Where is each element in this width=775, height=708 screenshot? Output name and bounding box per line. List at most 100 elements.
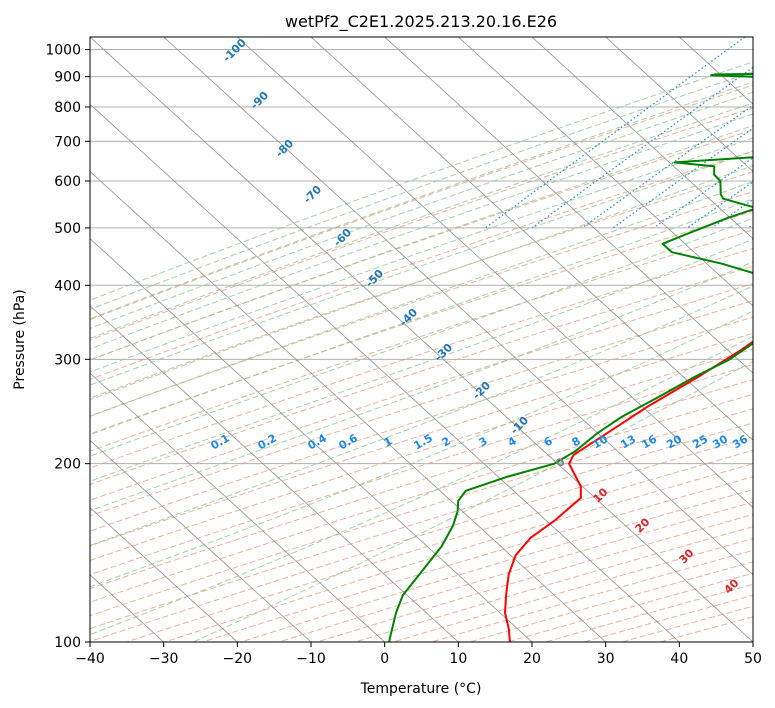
isotherm xyxy=(90,103,680,642)
x-tick-label: 40 xyxy=(670,651,688,667)
y-tick-label: 200 xyxy=(54,457,81,473)
isotherm xyxy=(90,439,312,642)
pressure-gridlines xyxy=(90,49,753,642)
mixing-ratio-label: 1.5 xyxy=(412,431,435,452)
y-tick-label: 900 xyxy=(54,70,81,86)
x-tick-label: 0 xyxy=(380,651,389,667)
mixing-ratio-lines xyxy=(484,37,753,229)
moist-adiabat xyxy=(90,165,753,401)
y-tick-label: 500 xyxy=(54,221,81,237)
isotherm-label: -70 xyxy=(301,183,324,206)
dry-adiabat xyxy=(316,513,753,642)
isotherm xyxy=(237,37,753,509)
dry-adiabat xyxy=(90,283,753,501)
isotherm xyxy=(90,238,533,642)
y-tick-label: 300 xyxy=(54,352,81,368)
x-tick-label: −20 xyxy=(223,651,253,667)
moist-adiabat-label: 20 xyxy=(633,515,653,535)
profile-series xyxy=(388,73,753,642)
dry-adiabat xyxy=(507,572,753,642)
dry-adiabat xyxy=(90,150,753,380)
moist-adiabat xyxy=(90,335,753,636)
moist-adiabat xyxy=(90,91,753,329)
dry-adiabat xyxy=(164,463,753,642)
y-tick-label: 600 xyxy=(54,174,81,190)
y-axis-ticks: 100 200 300 400 500 600 700 800 900 1000 xyxy=(45,43,90,651)
line-labels: -100-90-80-70-60-50-40-30-20-100.1 0.2 0.4… xyxy=(209,36,751,597)
x-tick-label: 30 xyxy=(597,651,615,667)
dry-adiabat xyxy=(90,265,753,485)
dry-adiabat xyxy=(90,363,753,576)
moist-adiabat xyxy=(90,238,753,482)
dry-adiabat xyxy=(90,332,753,547)
mixing-ratio-label: 0.2 xyxy=(256,431,279,452)
isotherm xyxy=(752,37,753,38)
mixing-ratio-label: 16 xyxy=(639,432,659,451)
x-tick-label: 10 xyxy=(449,651,467,667)
x-tick-label: 50 xyxy=(744,651,762,667)
x-tick-label: 20 xyxy=(523,651,541,667)
x-axis-ticks: −40 −30 −20 −10 0 10 20 30 40 50 xyxy=(75,642,762,667)
isotherms xyxy=(90,37,753,642)
dry-adiabat xyxy=(90,422,753,630)
mixing-ratio-label: 13 xyxy=(618,433,638,452)
moist-adiabat xyxy=(90,137,753,373)
dry-adiabat xyxy=(431,549,753,642)
isotherm-label: -50 xyxy=(363,267,386,290)
dry-adiabat xyxy=(90,436,753,642)
x-tick-label: −40 xyxy=(75,651,105,667)
moist-adiabat-label: 30 xyxy=(677,546,697,566)
y-tick-label: 1000 xyxy=(45,43,81,59)
moist-adiabat xyxy=(90,102,753,339)
moist-adiabat xyxy=(90,150,753,386)
y-tick-label: 800 xyxy=(54,100,81,116)
isotherm xyxy=(90,170,606,642)
isotherm xyxy=(90,507,238,642)
isotherm-label: -100 xyxy=(220,36,249,65)
x-tick-label: −30 xyxy=(149,651,179,667)
y-tick-label: 700 xyxy=(54,134,81,150)
isotherm xyxy=(605,37,753,172)
dewpoint-line xyxy=(388,73,753,642)
isotherm xyxy=(384,37,753,374)
moist-adiabat xyxy=(90,124,753,361)
mixing-ratio-label: 0.1 xyxy=(209,431,232,452)
mixing-ratio-line xyxy=(531,66,753,229)
mixing-ratio-label: 25 xyxy=(690,433,710,452)
dry-adiabat xyxy=(90,210,753,435)
dry-adiabat xyxy=(393,538,753,642)
isotherm-label: -60 xyxy=(331,226,354,249)
isotherm xyxy=(458,37,753,307)
mixing-ratio-label: 1 xyxy=(382,434,395,449)
moist-adiabat xyxy=(90,180,753,417)
x-axis-title: Temperature (°C) xyxy=(360,681,482,697)
mixing-ratio-line xyxy=(484,37,746,229)
dry-adiabat xyxy=(202,476,753,642)
dry-adiabat xyxy=(90,348,753,561)
dry-adiabat xyxy=(90,229,753,452)
temperature-line xyxy=(504,340,753,642)
isotherm xyxy=(90,37,753,642)
mixing-ratio-line xyxy=(747,223,753,229)
mixing-ratio-label: 6 xyxy=(542,434,555,449)
y-tick-label: 100 xyxy=(54,635,81,651)
moist-adiabat xyxy=(90,217,753,457)
isotherm xyxy=(163,37,753,576)
mixing-ratio-line xyxy=(711,198,753,229)
dry-adiabat xyxy=(240,489,753,642)
chart-title: wetPf2_C2E1.2025.213.20.16.E26 xyxy=(285,12,557,32)
isotherm xyxy=(90,372,385,642)
dry-adiabat xyxy=(90,107,753,341)
dry-adiabat xyxy=(278,501,753,642)
y-axis-title: Pressure (hPa) xyxy=(12,289,28,389)
moist-adiabat-label: 10 xyxy=(591,485,611,505)
isotherm xyxy=(90,305,459,642)
dry-adiabat xyxy=(90,84,753,321)
moist-adiabats xyxy=(90,61,753,642)
dry-adiabat xyxy=(622,605,753,642)
mixing-ratio-label: 0.4 xyxy=(306,431,330,452)
x-tick-label: −10 xyxy=(296,651,326,667)
isotherm-label: -90 xyxy=(248,89,271,112)
mixing-ratio-label: 20 xyxy=(664,432,684,451)
